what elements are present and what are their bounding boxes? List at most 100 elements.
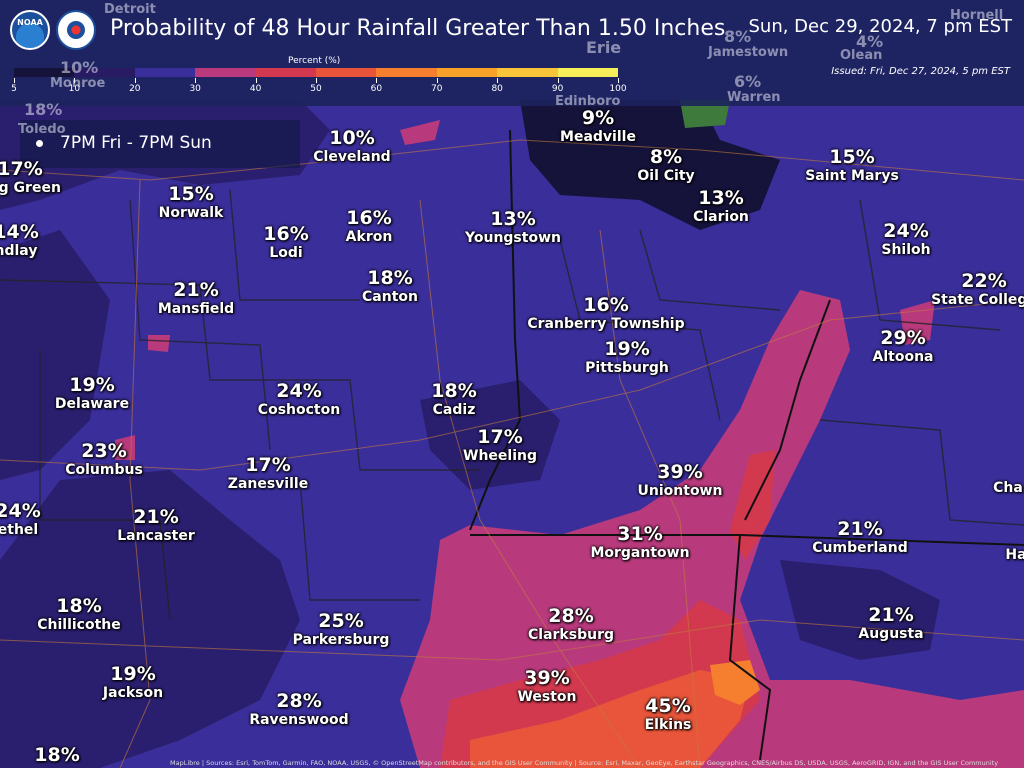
legend-tick-label: 40 (249, 84, 262, 94)
probability-zone-30 (400, 290, 1024, 768)
city-probability-label[interactable]: 45% Elkins (645, 695, 692, 734)
city-probability-label[interactable]: 28% Clarksburg (528, 605, 614, 644)
city-probability-label[interactable]: 19% Pittsburgh (585, 339, 669, 377)
city-name: Akron (345, 229, 393, 245)
city-probability-label[interactable]: 18% Canton (362, 268, 418, 306)
city-probability-label[interactable]: Cha (993, 480, 1023, 496)
legend-tick-label: 30 (189, 84, 201, 94)
probability-zone-30 (115, 435, 135, 460)
city-probability-label[interactable]: 17% Zanesville (228, 455, 308, 493)
city-name: Parkersburg (292, 632, 390, 648)
city-probability-label[interactable]: 13% Youngstown (465, 208, 561, 247)
probability-value: 8% (649, 146, 683, 168)
city-probability-label[interactable]: 23% Columbus (65, 440, 143, 479)
probability-value: 19% (69, 374, 115, 396)
city-probability-label[interactable]: 8% Oil City (637, 146, 695, 185)
legend-tick-label: 70 (431, 84, 443, 94)
city-name: State College (931, 292, 1024, 308)
probability-value: 22% (961, 270, 1007, 292)
city-name: Mansfield (157, 301, 235, 317)
city-probability-label[interactable]: 19% Jackson (102, 664, 164, 702)
legend-tick (316, 78, 317, 83)
city-name: Coshocton (257, 402, 341, 418)
legend-tick (255, 78, 257, 83)
legend-tick (497, 78, 499, 83)
city-probability-label[interactable]: 39% Uniontown (638, 462, 723, 500)
city-name: Jackson (102, 685, 164, 701)
probability-value: 45% (645, 695, 691, 717)
city-probability-label[interactable]: 10% Cleveland (313, 128, 391, 166)
legend-tick-label: 50 (310, 84, 322, 94)
city-probability-label[interactable]: 21% Cumberland (812, 518, 908, 557)
probability-value: 23% (81, 440, 127, 462)
city-probability-label[interactable]: 18% (34, 745, 79, 766)
city-probability-label[interactable]: 13% Clarion (693, 187, 749, 226)
city-probability-label[interactable]: 19% Delaware (55, 374, 129, 413)
city-probability-label[interactable]: 24% Coshocton (257, 380, 341, 419)
city-probability-label[interactable]: 28% Ravenswood (249, 691, 348, 729)
map-attribution: MapLibre | Sources: Esri, TomTom, Garmin… (170, 759, 999, 767)
city-probability-label[interactable]: 31% Morgantown (590, 523, 689, 562)
legend-tick (618, 78, 619, 83)
city-probability-label[interactable]: 18% Chillicothe (37, 595, 121, 634)
city-name: Norwalk (158, 205, 224, 221)
city-probability-label[interactable]: 15% Norwalk (158, 184, 224, 222)
city-probability-label[interactable]: 9% Meadville (560, 107, 636, 146)
map-title: Probability of 48 Hour Rainfall Greater … (110, 16, 726, 41)
city-name: Augusta (858, 626, 924, 642)
legend-swatch (74, 68, 135, 77)
probability-value: 13% (490, 208, 536, 230)
city-probability-label[interactable]: 24% ethel (0, 501, 41, 539)
legend-tick (436, 78, 438, 83)
city-probability-label[interactable]: 16% Lodi (263, 224, 308, 262)
city-probability-label[interactable]: 29% Altoona (873, 328, 934, 366)
city-name: Canton (362, 289, 418, 305)
legend-tick-label: 100 (609, 84, 627, 94)
probability-value: 24% (276, 380, 322, 402)
probability-value: 31% (617, 523, 663, 545)
city-probability-label[interactable]: Ha (1005, 547, 1024, 563)
legend-tick (195, 78, 197, 83)
legend-swatch (134, 68, 196, 77)
city-probability-label[interactable]: 15% Saint Marys (805, 147, 899, 185)
city-probability-label[interactable]: 16% Cranberry Township (527, 294, 684, 333)
city-probability-label[interactable]: 16% Akron (345, 208, 393, 246)
legend-tick-label: 90 (551, 84, 564, 94)
city-probability-label[interactable]: 21% Lancaster (117, 507, 195, 545)
background-place-label: 6% (734, 72, 762, 91)
city-probability-label[interactable]: 14%ndlay (0, 221, 39, 260)
probability-value: 9% (581, 107, 615, 129)
legend-swatch (316, 68, 377, 77)
city-probability-label[interactable]: 17%ling Green (0, 159, 61, 197)
legend-swatch (255, 68, 317, 77)
city-name: Cumberland (812, 540, 908, 556)
background-place-label: Monroe (50, 76, 106, 91)
city-probability-label[interactable]: 25% Parkersburg (292, 611, 390, 649)
city-probability-label[interactable]: 21% Augusta (858, 605, 924, 643)
probability-value: 28% (548, 605, 594, 627)
city-probability-label[interactable]: 39% Weston (517, 667, 576, 706)
legend-tick-label: 20 (129, 84, 141, 94)
background-place-label: 8% (724, 27, 752, 46)
probability-value: 18% (56, 595, 102, 617)
probability-value: 13% (698, 187, 744, 209)
legend-swatch (557, 68, 619, 77)
city-name: Cleveland (313, 149, 391, 165)
probability-value: 21% (837, 518, 883, 540)
probability-value: 39% (524, 667, 570, 689)
legend-swatch (376, 68, 437, 77)
city-name: Oil City (637, 168, 695, 184)
probability-value: 14% (0, 221, 39, 243)
probability-value: 16% (583, 294, 629, 316)
city-probability-label[interactable]: 21% Mansfield (157, 280, 235, 318)
legend-tick (557, 78, 559, 83)
probability-zone-low (780, 560, 940, 660)
city-probability-label[interactable]: 18% Cadiz (431, 381, 476, 419)
city-name: Chillicothe (37, 617, 121, 633)
city-probability-label[interactable]: 22%State College (931, 270, 1024, 309)
city-probability-label[interactable]: 24% Shiloh (881, 221, 930, 259)
city-probability-label[interactable]: 17% Wheeling (463, 427, 537, 465)
probability-value: 18% (34, 744, 80, 766)
background-place-label: Erie (586, 38, 622, 57)
